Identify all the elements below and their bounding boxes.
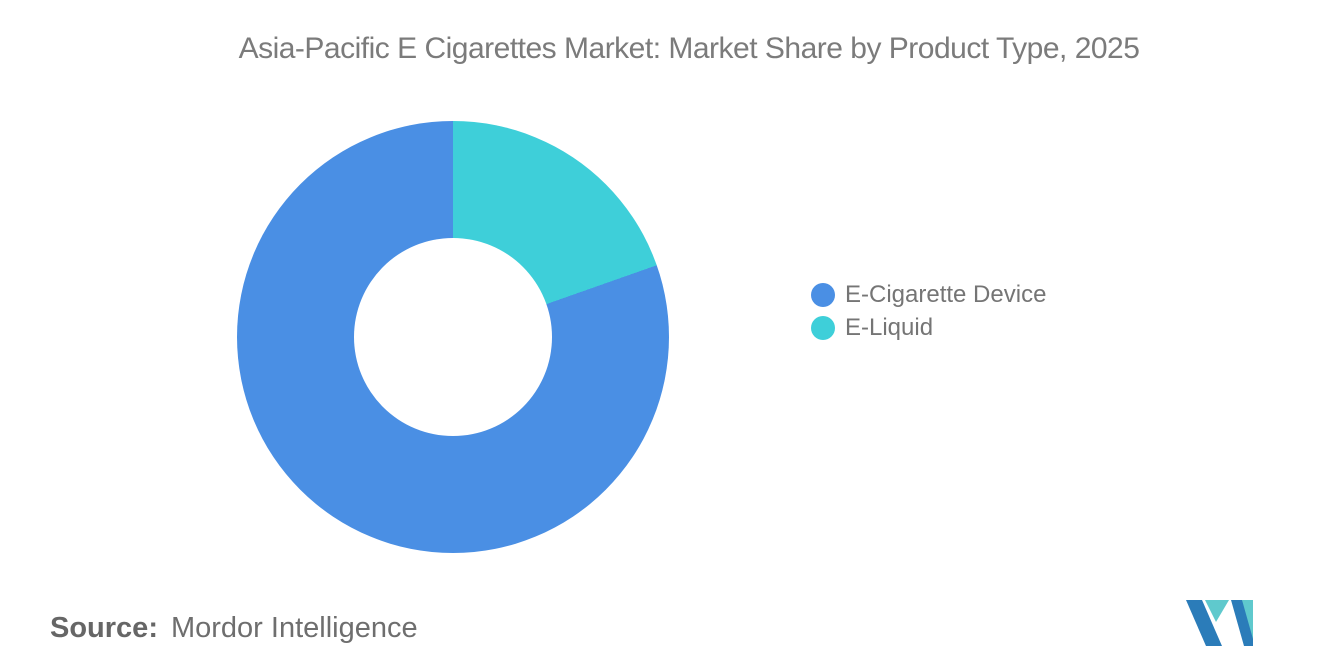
- legend-swatch-e-cigarette-device: [811, 283, 835, 307]
- donut-chart[interactable]: [237, 121, 669, 553]
- logo-right-diagonal: [1231, 600, 1253, 646]
- legend-item-e-cigarette-device[interactable]: E-Cigarette Device: [811, 281, 1047, 308]
- mordor-intelligence-logo: [1186, 600, 1253, 646]
- legend-item-e-liquid[interactable]: E-Liquid: [811, 314, 1046, 341]
- chart-legend: E-Cigarette Device E-Liquid: [811, 281, 1047, 349]
- legend-swatch-e-liquid: [811, 316, 835, 340]
- donut-hole: [354, 238, 552, 436]
- chart-title: Asia-Pacific E Cigarettes Market: Market…: [238, 32, 1140, 65]
- source-line: Source: Mordor Intelligence: [50, 612, 418, 645]
- legend-label-e-liquid: E-Liquid: [845, 314, 934, 341]
- logo-left-diagonal: [1186, 600, 1222, 646]
- source-label: Source:: [50, 612, 158, 644]
- logo-middle-wedge: [1205, 600, 1229, 622]
- legend-label-e-cigarette-device: E-Cigarette Device: [845, 281, 1047, 308]
- source-value: Mordor Intelligence: [170, 612, 418, 644]
